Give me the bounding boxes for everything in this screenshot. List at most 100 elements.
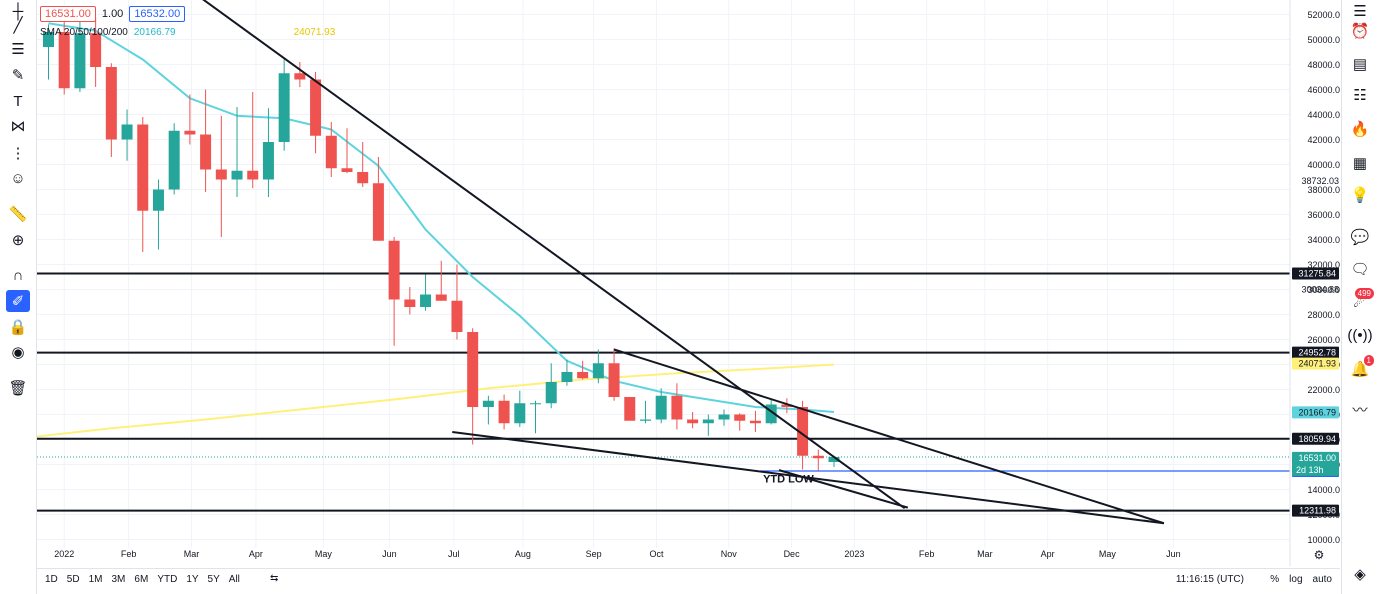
calendar-icon[interactable]: ▦ bbox=[1352, 155, 1368, 172]
price-axis[interactable]: 10000.0012000.0014000.0016000.0018000.00… bbox=[1289, 0, 1340, 566]
ideas-icon[interactable]: 💡 bbox=[1350, 187, 1370, 204]
price-label: 12311.98 bbox=[1292, 504, 1339, 517]
svg-text:24952.78: 24952.78 bbox=[1298, 348, 1336, 358]
bottom-bar: 1D 5D 1M 3M 6M YTD 1Y 5Y All ⇆ 11:16:15 (UTC) % … bbox=[37, 568, 1340, 593]
candle-body bbox=[310, 79, 322, 136]
x-tick-label: Jun bbox=[1166, 549, 1181, 559]
trendlines[interactable] bbox=[177, 0, 1165, 525]
range-button-5y[interactable]: 5Y bbox=[207, 574, 220, 585]
candle-body bbox=[530, 403, 542, 405]
add-list-icon[interactable]: ☷ bbox=[1353, 87, 1367, 104]
news-icon[interactable]: ▤ bbox=[1352, 56, 1368, 73]
candle-body bbox=[482, 400, 494, 407]
candle bbox=[482, 395, 494, 425]
chart-area[interactable]: YTD LOW 10000.0012000.0014000.0016000.00… bbox=[37, 0, 1340, 566]
candle-body bbox=[812, 455, 824, 459]
date-range-icon[interactable]: ⇆ bbox=[270, 573, 279, 584]
streams-icon[interactable]: ☄ 499 bbox=[1348, 288, 1374, 313]
moving-averages[interactable] bbox=[37, 22, 835, 438]
horizontal-levels[interactable] bbox=[37, 272, 1290, 512]
fib-icon[interactable]: ☰ bbox=[11, 41, 25, 58]
candle-body bbox=[388, 240, 400, 300]
candle-body bbox=[498, 400, 510, 424]
trash-icon[interactable]: 🗑 bbox=[8, 380, 28, 397]
candle bbox=[702, 414, 714, 436]
svg-text:12311.98: 12311.98 bbox=[1299, 506, 1336, 516]
broadcast-icon[interactable]: ((•)) bbox=[1347, 326, 1373, 344]
lock-icon[interactable]: 🔒 bbox=[8, 319, 28, 336]
candle bbox=[639, 400, 651, 424]
x-tick-label: 2023 bbox=[844, 549, 864, 559]
y-tick-label: 22000.00 bbox=[1307, 385, 1340, 395]
log-button[interactable]: log bbox=[1289, 574, 1303, 585]
text-icon[interactable]: T bbox=[13, 92, 23, 110]
candle-body bbox=[357, 172, 369, 184]
brush-icon[interactable]: ✎ bbox=[11, 67, 25, 84]
range-button-1d[interactable]: 1D bbox=[45, 574, 58, 585]
candle bbox=[43, 24, 54, 80]
candle bbox=[592, 349, 604, 384]
x-tick-label: Dec bbox=[784, 549, 801, 559]
range-button-ytd[interactable]: YTD bbox=[157, 574, 178, 585]
ruler-icon[interactable]: 📏 bbox=[8, 206, 28, 223]
pulse-icon[interactable]: 〰 bbox=[1352, 401, 1368, 419]
watchlist-icon[interactable]: ☰ bbox=[1353, 3, 1367, 20]
ask-price[interactable]: 16532.00 bbox=[129, 6, 186, 22]
trendline-icon[interactable]: ╱ bbox=[13, 17, 23, 34]
candle bbox=[310, 72, 322, 154]
candle-body bbox=[58, 32, 70, 89]
x-tick-label: Oct bbox=[649, 549, 664, 559]
candle-body bbox=[702, 419, 714, 424]
candle bbox=[325, 122, 337, 177]
candle bbox=[184, 94, 196, 145]
candle-body bbox=[734, 414, 746, 421]
candle-body bbox=[828, 457, 840, 462]
candle-body bbox=[137, 124, 149, 211]
candle bbox=[655, 388, 667, 424]
magnet-icon[interactable]: ∩ bbox=[12, 266, 24, 284]
range-button-6m[interactable]: 6M bbox=[134, 574, 149, 585]
eye-icon[interactable]: ◉ bbox=[11, 344, 25, 361]
notifications-icon[interactable]: 🔔 1 bbox=[1348, 355, 1374, 380]
time-axis[interactable]: ec2022FebMarAprMayJunJulAugSepOctNovDec2… bbox=[37, 548, 1324, 562]
x-tick-label: Mar bbox=[184, 549, 200, 559]
hotlist-icon[interactable]: 🔥 bbox=[1350, 121, 1370, 138]
sma-label[interactable]: SMA 20/50/100/200 bbox=[40, 27, 128, 38]
bid-price[interactable]: 16531.00 bbox=[40, 6, 96, 22]
candle-body bbox=[168, 130, 180, 190]
range-button-all[interactable]: All bbox=[228, 574, 240, 585]
clock[interactable]: 11:16:15 (UTC) bbox=[1175, 574, 1244, 585]
candle bbox=[404, 287, 416, 315]
emoji-icon[interactable]: ☺ bbox=[10, 169, 26, 187]
candles[interactable] bbox=[43, 17, 840, 471]
chat-icon[interactable]: 💬 bbox=[1350, 229, 1370, 246]
candle bbox=[451, 264, 463, 340]
y-tick-label: 38000.00 bbox=[1307, 185, 1340, 195]
candle-body bbox=[561, 372, 573, 382]
prediction-icon[interactable]: ⋮ bbox=[10, 145, 26, 162]
svg-text:31275.84: 31275.84 bbox=[1298, 269, 1336, 279]
auto-button[interactable]: auto bbox=[1312, 574, 1332, 585]
candle-body bbox=[74, 33, 86, 89]
settings-icon: ⚙ bbox=[1314, 548, 1325, 562]
range-button-5d[interactable]: 5D bbox=[66, 574, 80, 585]
zoom-icon[interactable]: ⊕ bbox=[11, 232, 25, 249]
candle bbox=[90, 17, 102, 87]
alarm-icon[interactable]: ⏰ bbox=[1350, 23, 1370, 40]
candle-body bbox=[262, 142, 274, 180]
x-tick-label: 2022 bbox=[54, 549, 74, 559]
range-button-3m[interactable]: 3M bbox=[111, 574, 126, 585]
candle-body bbox=[105, 67, 117, 140]
percent-button[interactable]: % bbox=[1270, 574, 1280, 585]
svg-text:18059.94: 18059.94 bbox=[1298, 434, 1336, 444]
crosshair-icon[interactable]: ┼ bbox=[12, 2, 24, 20]
range-button-1y[interactable]: 1Y bbox=[186, 574, 199, 585]
chat-rooms-icon[interactable]: 🗨 bbox=[1350, 261, 1370, 278]
range-button-1m[interactable]: 1M bbox=[88, 574, 103, 585]
pattern-icon[interactable]: ⋈ bbox=[10, 118, 26, 135]
candle-body bbox=[152, 189, 164, 211]
draw-lock-icon[interactable]: ✐ bbox=[6, 290, 30, 312]
layers-icon[interactable]: ◈ bbox=[1354, 566, 1366, 583]
y-tick-label: 52000.00 bbox=[1307, 10, 1340, 20]
right-toolbar: ☰ ⏰ ▤ ☷ 🔥 ▦ 💡 💬 🗨 ☄ 499 ((•)) 🔔 1 〰 ◈ bbox=[1341, 0, 1378, 594]
